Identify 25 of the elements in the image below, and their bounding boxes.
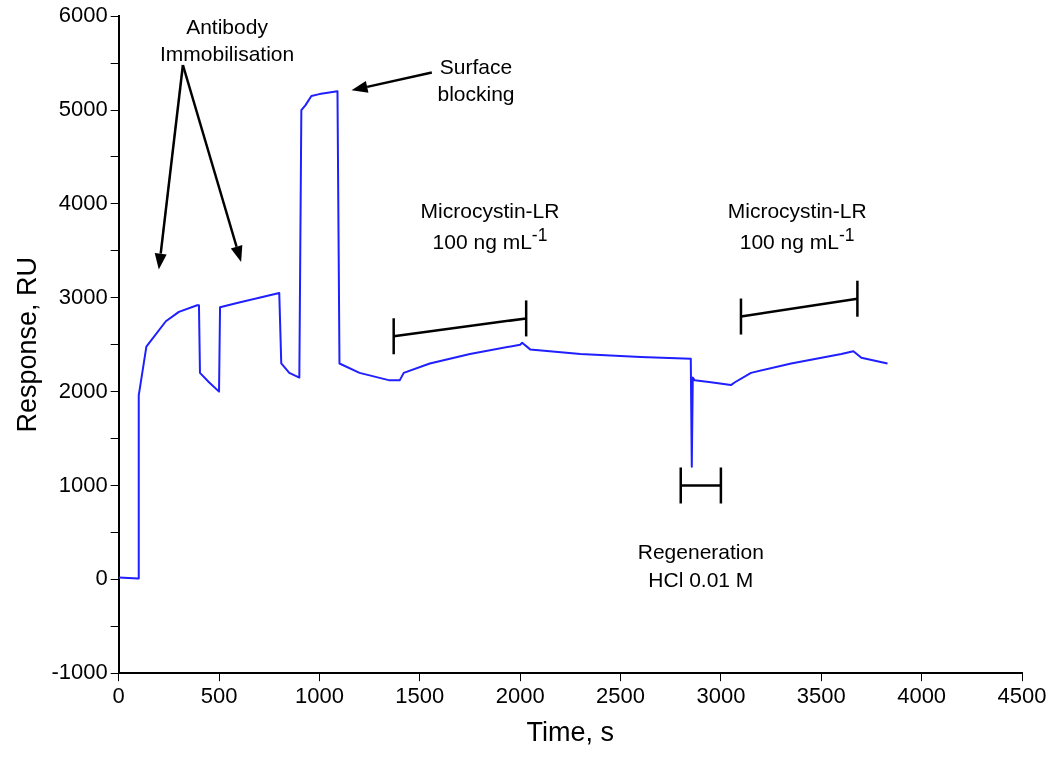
y-tick-label: -1000 <box>51 659 108 685</box>
y-tick-label: 0 <box>95 565 108 591</box>
annotation: Microcystin-LR 100 ng mL$^{-1}$ <box>727 197 867 255</box>
x-tick-label: 4000 <box>897 683 947 709</box>
y-tick-label: 3000 <box>58 283 108 309</box>
x-tick-label: 1500 <box>395 683 445 709</box>
annotation: Regeneration HCl 0.01 M <box>637 538 764 593</box>
y-axis-title: Response, RU <box>11 256 42 433</box>
x-tick-label: 3500 <box>796 683 846 709</box>
x-tick-label: 500 <box>200 683 238 709</box>
y-tick-label: 1000 <box>58 471 108 497</box>
x-tick-label: 2000 <box>495 683 545 709</box>
y-tick-label: 6000 <box>58 2 108 28</box>
y-tick-label: 4000 <box>58 189 108 215</box>
x-tick-label: 4500 <box>997 683 1047 709</box>
x-tick-label: 3000 <box>696 683 746 709</box>
y-tick-label: 5000 <box>58 96 108 122</box>
x-tick-label: 1000 <box>294 683 344 709</box>
x-tick-label: 0 <box>112 683 125 709</box>
y-tick-label: 2000 <box>58 377 108 403</box>
x-axis-title: Time, s <box>526 717 615 748</box>
annotation: Microcystin-LR 100 ng mL$^{-1}$ <box>420 197 560 255</box>
annotation: Surface blocking <box>437 53 515 107</box>
annotation: Antibody Immobilisation <box>159 13 295 67</box>
x-tick-label: 2500 <box>596 683 645 709</box>
